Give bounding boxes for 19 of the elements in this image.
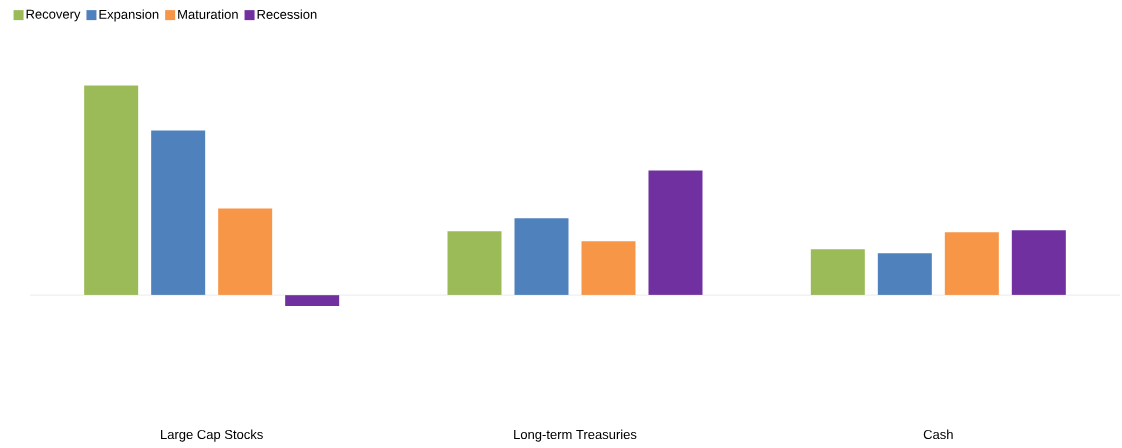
bar xyxy=(810,249,865,296)
legend-label: Expansion xyxy=(99,9,159,22)
bar xyxy=(1011,230,1066,296)
bar xyxy=(944,232,999,296)
legend-label: Recession xyxy=(257,9,317,19)
x-tick-label: Cash xyxy=(923,429,953,440)
bar xyxy=(151,130,206,296)
bar xyxy=(648,170,703,296)
bar xyxy=(877,253,932,296)
x-tick-label: Long-term Treasuries xyxy=(514,429,637,442)
x-tick-label: Large Cap Stocks xyxy=(161,429,263,442)
bar xyxy=(581,241,636,296)
legend-label: Maturation xyxy=(178,9,238,19)
bar xyxy=(285,295,340,307)
bar xyxy=(447,231,502,296)
bar xyxy=(514,218,569,296)
legend-label: Recovery xyxy=(26,9,81,22)
bar xyxy=(218,208,273,296)
bar xyxy=(84,85,139,296)
